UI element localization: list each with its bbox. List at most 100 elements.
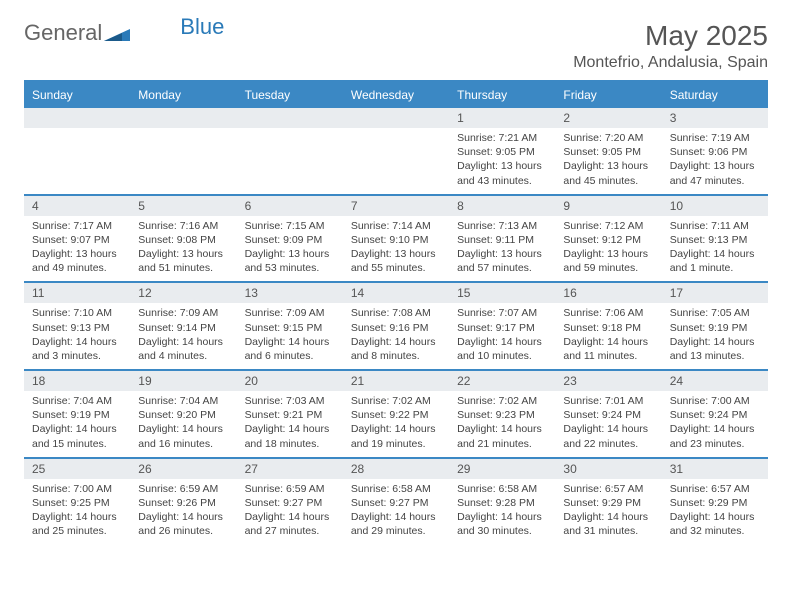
day-header-saturday: Saturday [662, 81, 768, 108]
sunrise-line: Sunrise: 7:09 AM [138, 306, 228, 320]
sunset-line: Sunset: 9:26 PM [138, 496, 228, 510]
sunset-line: Sunset: 9:23 PM [457, 408, 547, 422]
day-number-cell: 8 [449, 196, 555, 216]
sunset-line: Sunset: 9:11 PM [457, 233, 547, 247]
sunset-line: Sunset: 9:27 PM [351, 496, 441, 510]
daynum-row: 11121314151617 [24, 283, 768, 303]
day-header-wednesday: Wednesday [343, 81, 449, 108]
sunset-line: Sunset: 9:28 PM [457, 496, 547, 510]
daylight-line: Daylight: 13 hours and 47 minutes. [670, 159, 760, 187]
sunset-line: Sunset: 9:05 PM [457, 145, 547, 159]
sunset-line: Sunset: 9:24 PM [563, 408, 653, 422]
day-info-cell [130, 128, 236, 195]
logo-text-1: General [24, 20, 102, 46]
daylight-line: Daylight: 13 hours and 53 minutes. [245, 247, 335, 275]
day-info-cell: Sunrise: 7:07 AMSunset: 9:17 PMDaylight:… [449, 303, 555, 370]
day-info-cell: Sunrise: 6:59 AMSunset: 9:27 PMDaylight:… [237, 479, 343, 545]
day-info-cell: Sunrise: 7:02 AMSunset: 9:23 PMDaylight:… [449, 391, 555, 458]
day-number-cell [343, 108, 449, 128]
daylight-line: Daylight: 13 hours and 49 minutes. [32, 247, 122, 275]
day-number-cell: 2 [555, 108, 661, 128]
sunrise-line: Sunrise: 7:19 AM [670, 131, 760, 145]
day-number-cell: 24 [662, 371, 768, 391]
day-number-cell: 11 [24, 283, 130, 303]
daylight-line: Daylight: 13 hours and 43 minutes. [457, 159, 547, 187]
sunrise-line: Sunrise: 6:57 AM [670, 482, 760, 496]
sunset-line: Sunset: 9:29 PM [563, 496, 653, 510]
day-number-cell: 10 [662, 196, 768, 216]
day-info-cell: Sunrise: 6:57 AMSunset: 9:29 PMDaylight:… [662, 479, 768, 545]
day-number-cell: 5 [130, 196, 236, 216]
daynum-row: 18192021222324 [24, 371, 768, 391]
sunset-line: Sunset: 9:12 PM [563, 233, 653, 247]
sunrise-line: Sunrise: 7:16 AM [138, 219, 228, 233]
day-header-tuesday: Tuesday [237, 81, 343, 108]
sunrise-line: Sunrise: 7:08 AM [351, 306, 441, 320]
sunrise-line: Sunrise: 6:59 AM [138, 482, 228, 496]
day-number-cell: 17 [662, 283, 768, 303]
day-info-cell: Sunrise: 7:14 AMSunset: 9:10 PMDaylight:… [343, 216, 449, 283]
sunset-line: Sunset: 9:13 PM [670, 233, 760, 247]
day-number-cell: 21 [343, 371, 449, 391]
day-number-cell [130, 108, 236, 128]
daylight-line: Daylight: 14 hours and 19 minutes. [351, 422, 441, 450]
day-number-cell: 14 [343, 283, 449, 303]
daylight-line: Daylight: 14 hours and 13 minutes. [670, 335, 760, 363]
sunset-line: Sunset: 9:24 PM [670, 408, 760, 422]
sunset-line: Sunset: 9:19 PM [670, 321, 760, 335]
daylight-line: Daylight: 14 hours and 30 minutes. [457, 510, 547, 538]
daylight-line: Daylight: 14 hours and 18 minutes. [245, 422, 335, 450]
location: Montefrio, Andalusia, Spain [573, 54, 768, 72]
sunset-line: Sunset: 9:14 PM [138, 321, 228, 335]
header: General Blue May 2025 Montefrio, Andalus… [24, 20, 768, 72]
sunset-line: Sunset: 9:13 PM [32, 321, 122, 335]
sunrise-line: Sunrise: 7:00 AM [670, 394, 760, 408]
sunrise-line: Sunrise: 7:09 AM [245, 306, 335, 320]
day-number-cell: 7 [343, 196, 449, 216]
sunrise-line: Sunrise: 7:02 AM [457, 394, 547, 408]
day-info-cell: Sunrise: 7:02 AMSunset: 9:22 PMDaylight:… [343, 391, 449, 458]
daynum-row: 123 [24, 108, 768, 128]
day-number-cell: 9 [555, 196, 661, 216]
daylight-line: Daylight: 14 hours and 23 minutes. [670, 422, 760, 450]
daynum-row: 45678910 [24, 196, 768, 216]
sunset-line: Sunset: 9:25 PM [32, 496, 122, 510]
day-info-cell: Sunrise: 6:57 AMSunset: 9:29 PMDaylight:… [555, 479, 661, 545]
daylight-line: Daylight: 14 hours and 10 minutes. [457, 335, 547, 363]
day-info-cell: Sunrise: 7:21 AMSunset: 9:05 PMDaylight:… [449, 128, 555, 195]
sunset-line: Sunset: 9:21 PM [245, 408, 335, 422]
sunrise-line: Sunrise: 7:21 AM [457, 131, 547, 145]
day-number-cell: 12 [130, 283, 236, 303]
day-info-cell [343, 128, 449, 195]
day-header-monday: Monday [130, 81, 236, 108]
day-number-cell: 19 [130, 371, 236, 391]
info-row: Sunrise: 7:17 AMSunset: 9:07 PMDaylight:… [24, 216, 768, 283]
daylight-line: Daylight: 14 hours and 15 minutes. [32, 422, 122, 450]
sunrise-line: Sunrise: 7:15 AM [245, 219, 335, 233]
sunset-line: Sunset: 9:06 PM [670, 145, 760, 159]
daylight-line: Daylight: 14 hours and 4 minutes. [138, 335, 228, 363]
day-header-thursday: Thursday [449, 81, 555, 108]
sunset-line: Sunset: 9:09 PM [245, 233, 335, 247]
sunrise-line: Sunrise: 7:02 AM [351, 394, 441, 408]
sunrise-line: Sunrise: 6:58 AM [457, 482, 547, 496]
logo: General Blue [24, 20, 224, 46]
daynum-row: 25262728293031 [24, 459, 768, 479]
day-number-cell: 20 [237, 371, 343, 391]
day-header-sunday: Sunday [24, 81, 130, 108]
sunset-line: Sunset: 9:05 PM [563, 145, 653, 159]
day-info-cell: Sunrise: 7:15 AMSunset: 9:09 PMDaylight:… [237, 216, 343, 283]
day-number-cell: 15 [449, 283, 555, 303]
day-number-cell: 26 [130, 459, 236, 479]
day-number-cell: 16 [555, 283, 661, 303]
day-info-cell [24, 128, 130, 195]
sunset-line: Sunset: 9:19 PM [32, 408, 122, 422]
sunset-line: Sunset: 9:07 PM [32, 233, 122, 247]
sunset-line: Sunset: 9:17 PM [457, 321, 547, 335]
sunrise-line: Sunrise: 7:01 AM [563, 394, 653, 408]
sunrise-line: Sunrise: 7:06 AM [563, 306, 653, 320]
daylight-line: Daylight: 13 hours and 55 minutes. [351, 247, 441, 275]
sunrise-line: Sunrise: 7:00 AM [32, 482, 122, 496]
sunset-line: Sunset: 9:29 PM [670, 496, 760, 510]
daylight-line: Daylight: 14 hours and 6 minutes. [245, 335, 335, 363]
